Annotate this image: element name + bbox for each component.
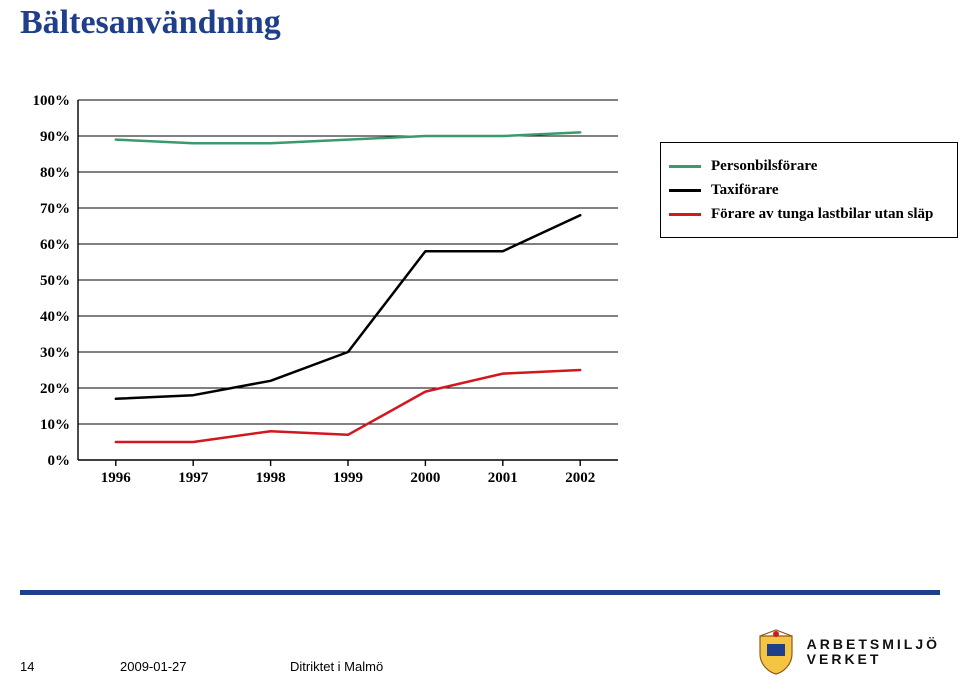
svg-text:30%: 30% xyxy=(40,345,70,361)
slide: Bältesanvändning 0% 10% 20% 30% 40% 50% 60% 70%… xyxy=(0,0,960,690)
logo-line1: ARBETSMILJÖ xyxy=(807,637,940,652)
footer-date: 2009-01-27 xyxy=(120,659,187,674)
svg-text:10%: 10% xyxy=(40,417,70,433)
svg-text:0%: 0% xyxy=(48,453,71,469)
svg-text:90%: 90% xyxy=(40,129,70,145)
svg-text:50%: 50% xyxy=(40,273,70,289)
footer-org: Ditriktet i Malmö xyxy=(290,659,383,674)
svg-text:1996: 1996 xyxy=(101,470,132,486)
legend-item: Taxiförare xyxy=(669,181,949,199)
svg-text:2002: 2002 xyxy=(565,470,595,486)
svg-text:2000: 2000 xyxy=(410,470,440,486)
svg-text:1998: 1998 xyxy=(256,470,286,486)
svg-text:80%: 80% xyxy=(40,165,70,181)
legend: Personbilsförare Taxiförare Förare av tu… xyxy=(660,142,958,238)
org-logo: ARBETSMILJÖ VERKET xyxy=(755,628,940,676)
crest-icon xyxy=(755,628,797,676)
page-number: 14 xyxy=(20,659,34,674)
page-title: Bältesanvändning xyxy=(20,4,281,42)
legend-label: Personbilsförare xyxy=(711,157,817,175)
legend-swatch xyxy=(669,189,701,192)
svg-text:2001: 2001 xyxy=(488,470,518,486)
logo-line2: VERKET xyxy=(807,652,940,667)
svg-text:100%: 100% xyxy=(33,93,71,109)
chart-svg: 0% 10% 20% 30% 40% 50% 60% 70% 80% 90% 100% 1996 199… xyxy=(20,90,640,510)
legend-label: Förare av tunga lastbilar utan släp xyxy=(711,205,933,223)
svg-text:1999: 1999 xyxy=(333,470,363,486)
svg-text:70%: 70% xyxy=(40,201,70,217)
footer-rule xyxy=(20,590,940,595)
legend-label: Taxiförare xyxy=(711,181,779,199)
legend-swatch xyxy=(669,165,701,168)
legend-swatch xyxy=(669,213,701,216)
legend-item: Personbilsförare xyxy=(669,157,949,175)
legend-item: Förare av tunga lastbilar utan släp xyxy=(669,205,949,223)
logo-text: ARBETSMILJÖ VERKET xyxy=(807,637,940,668)
svg-text:60%: 60% xyxy=(40,237,70,253)
line-chart: 0% 10% 20% 30% 40% 50% 60% 70% 80% 90% 100% 1996 199… xyxy=(20,90,640,510)
svg-text:20%: 20% xyxy=(40,381,70,397)
svg-text:1997: 1997 xyxy=(178,470,209,486)
svg-text:40%: 40% xyxy=(40,309,70,325)
